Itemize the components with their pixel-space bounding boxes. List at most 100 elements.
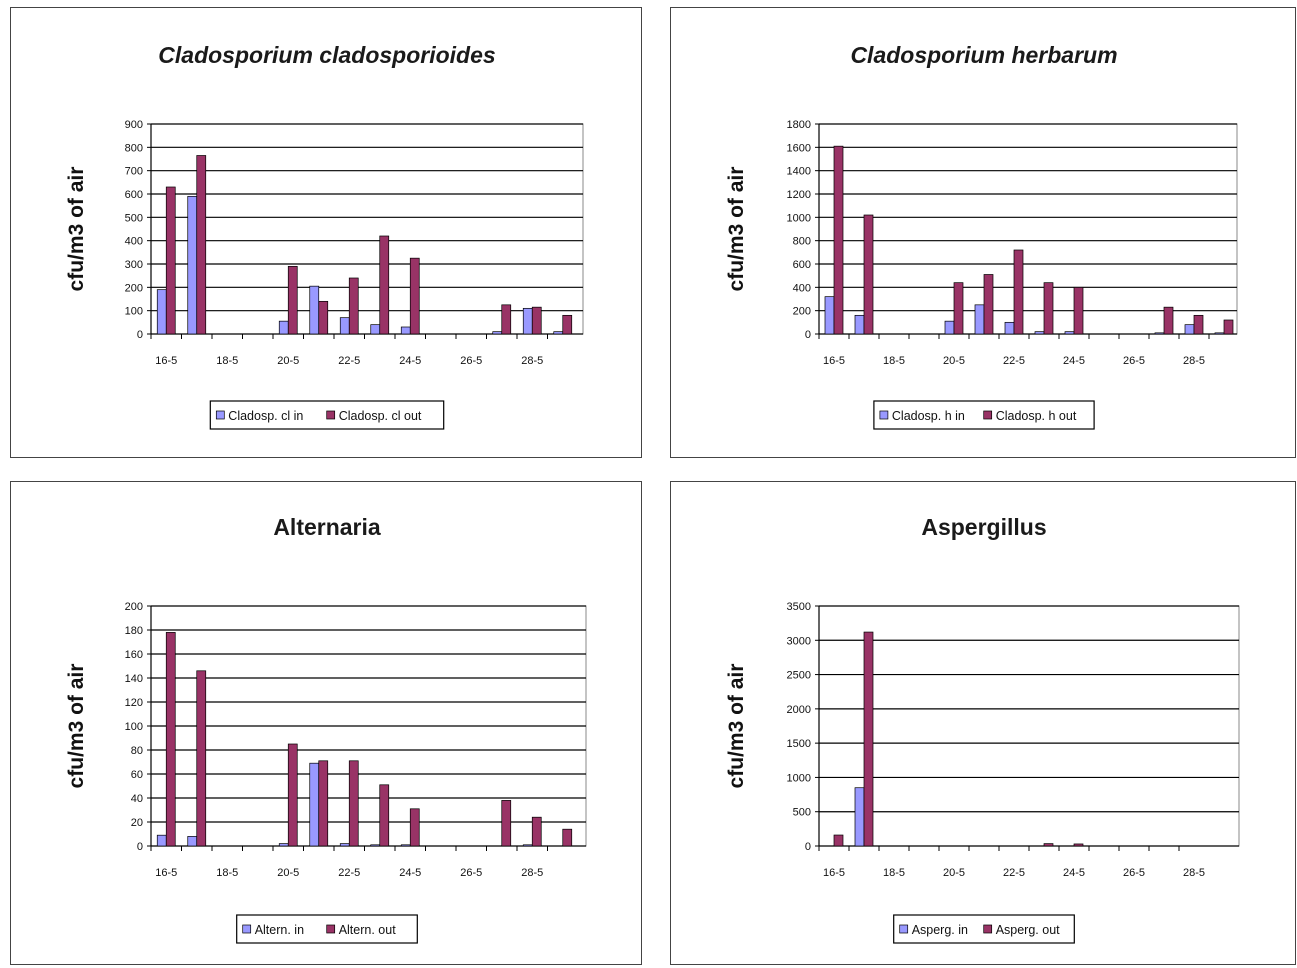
bar-in-17-5 [854,314,865,335]
x-tick-label: 16-5 [155,867,177,879]
bar-in-16-5 [156,289,167,335]
x-tick-label: 24-5 [1063,867,1085,879]
bar-out-21-5 [318,300,329,335]
y-tick-label: 900 [125,119,143,131]
y-tick-label: 1000 [787,212,811,224]
x-tick-label: 16-5 [155,355,177,367]
y-tick-label: 1800 [787,119,811,131]
y-tick-label: 100 [125,306,143,318]
legend: Cladosp. cl in Cladosp. cl out [209,400,445,430]
y-tick-label: 600 [125,189,143,201]
legend-label-out: Altern. out [339,923,397,937]
y-tick-label: 20 [131,817,143,829]
bar-out-20-5 [287,265,298,335]
y-tick-label: 120 [125,697,143,709]
bar-in-20-5 [278,843,289,847]
y-tick-label: 2000 [787,704,811,716]
bar-in-16-5 [824,296,835,335]
bar-out-22-5 [1013,249,1024,335]
y-tick-label: 1500 [787,738,811,750]
chart-panel-herbarum: Cladosporium herbarum cfu/m3 of air 0 200 40… [670,7,1296,458]
x-tick-label: 20-5 [277,867,299,879]
x-tick-label: 28-5 [1183,867,1205,879]
y-tick-label: 40 [131,793,143,805]
y-tick-label: 700 [125,166,143,178]
bar-out-27-5 [501,304,512,335]
y-tick-label: 60 [131,769,143,781]
bar-out-20-5 [953,282,964,335]
y-tick-label: 180 [125,625,143,637]
y-tick-label: 1400 [787,166,811,178]
bar-in-24-5 [400,844,411,847]
bar-out-22-5 [348,760,359,847]
chart-panel-aspergillus: Aspergillus cfu/m3 of air 0 500 1000 1500 2000… [670,481,1296,965]
y-tick-label: 80 [131,745,143,757]
bar-in-21-5 [309,285,320,335]
x-tick-label: 18-5 [216,867,238,879]
legend-label-in: Cladosp. h in [892,409,965,423]
x-tick-label: 28-5 [521,355,543,367]
bar-in-17-5 [187,836,198,847]
y-axis-label: cfu/m3 of air [725,664,748,789]
y-tick-label: 3000 [787,635,811,647]
plot-area [150,123,584,335]
x-tick-label: 20-5 [943,867,965,879]
y-axis-label: cfu/m3 of air [65,167,88,292]
legend-label-in: Cladosp. cl in [228,409,303,423]
legend-swatch-in [879,410,889,420]
y-tick-label: 800 [793,236,811,248]
x-tick-label: 24-5 [399,355,421,367]
plot-area [818,123,1238,335]
x-tick-label: 26-5 [1123,355,1145,367]
bar-out-28-5 [531,816,542,847]
bar-in-22-5 [339,843,350,847]
x-tick-label: 26-5 [1123,867,1145,879]
bar-out-27-5 [1163,306,1174,335]
bar-in-29-5 [1214,332,1225,335]
x-tick-label: 16-5 [823,355,845,367]
bars [824,145,1234,335]
bar-out-17-5 [863,214,874,335]
bar-out-28-5 [1193,314,1204,335]
bar-out-28-5 [531,306,542,335]
y-tick-label: 400 [125,236,143,248]
bar-out-21-5 [318,760,329,847]
x-tick-label: 18-5 [883,355,905,367]
x-tick-label: 16-5 [823,867,845,879]
bar-out-22-5 [348,277,359,335]
chart-svg-aspergillus: Aspergillus cfu/m3 of air 0 500 1000 1500 2000… [725,514,1240,944]
bar-in-22-5 [1004,321,1015,335]
legend-swatch-in [215,410,225,420]
bar-in-20-5 [944,320,955,335]
y-tick-label: 0 [137,841,143,853]
x-axis: 16-5 18-5 20-5 22-5 24-5 26-5 28-5 [818,334,1210,367]
y-axis: 0 100 200 300 400 500 600 700 800 900 [125,119,583,341]
chart-title: Alternaria [273,514,381,540]
x-axis: 16-5 18-5 20-5 22-5 24-5 26-5 28-5 [150,846,548,879]
chart-title: Cladosporium cladosporioides [158,42,495,68]
bar-in-27-5 [492,331,503,335]
x-tick-label: 22-5 [338,867,360,879]
x-tick-label: 20-5 [943,355,965,367]
legend-label-out: Cladosp. h out [996,409,1077,423]
legend: Altern. in Altern. out [236,914,418,944]
bar-in-17-5 [854,787,865,847]
bar-out-29-5 [562,828,573,847]
y-tick-label: 1000 [787,772,811,784]
bar-out-27-5 [501,800,512,847]
bar-in-28-5 [522,307,533,335]
bar-out-20-5 [287,743,298,847]
bars [156,155,573,335]
y-tick-label: 500 [793,807,811,819]
x-tick-label: 24-5 [1063,355,1085,367]
x-tick-label: 24-5 [399,867,421,879]
chart-panel-alternaria: Alternaria cfu/m3 of air 0 20 40 60 80 100 120 14… [10,481,642,965]
y-tick-label: 400 [793,282,811,294]
bar-out-29-5 [562,314,573,335]
legend-swatch-in [899,924,909,934]
x-tick-label: 18-5 [883,867,905,879]
bar-in-27-5 [1154,332,1165,335]
y-tick-label: 0 [805,841,811,853]
bar-out-17-5 [196,155,207,335]
x-tick-label: 28-5 [521,867,543,879]
